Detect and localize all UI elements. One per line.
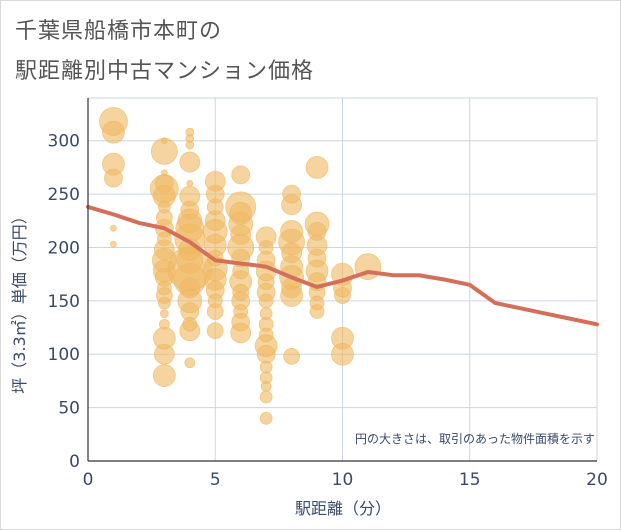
axes: 0 50 100 150 200 250 300 0 5 10 15 20 [48,98,608,490]
y-tick-label: 0 [69,452,80,472]
bubble-point [283,347,301,365]
bubble-point [153,343,175,365]
bubble-point [281,194,303,216]
y-tick-label: 150 [48,292,80,312]
y-tick-label: 250 [48,185,80,205]
bubble-point [179,151,201,173]
bubble-point [102,120,125,144]
chart-title-line2: 駅距離別中古マンション価格 [15,59,315,84]
average-price-line [86,204,599,327]
y-tick-label: 300 [48,132,80,152]
bubble-point [231,165,251,185]
x-tick-label: 20 [586,470,608,490]
bubble-point [309,304,325,319]
bubble-point [331,342,354,366]
bubble-point [184,357,196,369]
x-tick-label: 10 [332,470,354,490]
x-axis-label: 駅距離（分） [295,499,391,518]
bubble-point [280,284,304,307]
y-tick-label: 200 [48,238,80,258]
bubble-point [258,293,274,309]
bubble-point [110,240,117,248]
bubble-point [186,180,194,187]
bubbles [99,107,382,425]
bubble-point [157,296,171,310]
bubble-point [185,140,195,150]
bubble-point [230,322,252,344]
y-tick-label: 100 [48,345,80,365]
bubble-point [159,309,169,319]
bubble-point [179,320,201,342]
x-tick-label: 5 [210,470,221,490]
bubble-point [260,380,272,392]
bubble-point [150,137,178,165]
chart-title-line1: 千葉県船橋市本町の [15,19,223,44]
bubble-point [256,344,276,364]
bubble-point [152,364,176,387]
trend-line-group [86,204,599,327]
bubble-point [110,224,117,232]
bubble-point [206,303,224,320]
bubble-point [259,390,273,404]
bubble-point [206,322,224,340]
bubble-point [305,155,329,179]
bubble-point [259,360,273,374]
bubble-point [334,287,351,304]
y-tick-label: 50 [58,399,80,419]
x-tick-label: 0 [83,470,94,490]
bubble-point [104,168,123,188]
y-axis-label: 坪（3.3㎡）単価（万円） [10,208,29,393]
size-note: 円の大きさは、取引のあった物件面積を示す [355,431,595,446]
bubble-point [259,411,273,425]
x-tick-label: 15 [459,470,481,490]
